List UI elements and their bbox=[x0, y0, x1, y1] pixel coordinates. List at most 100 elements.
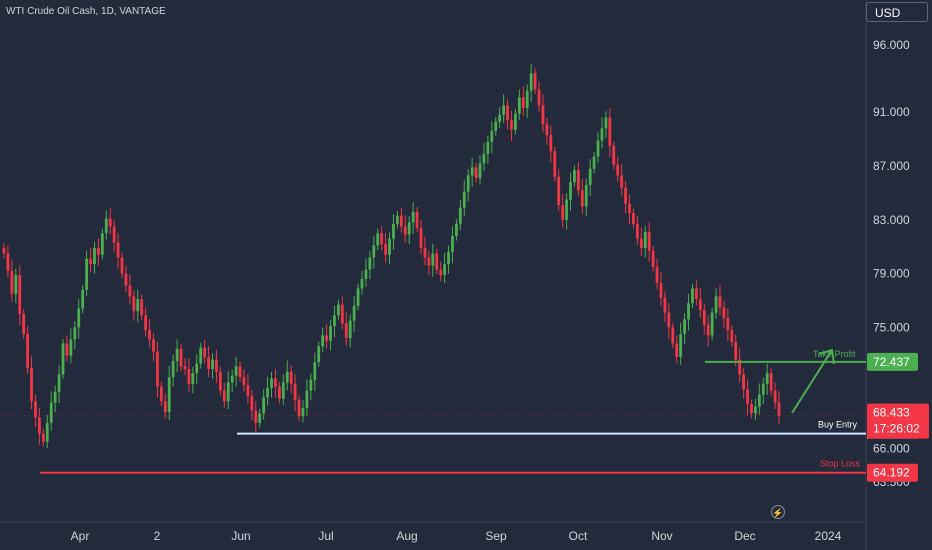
candle-body bbox=[557, 176, 561, 206]
candle-body bbox=[65, 343, 69, 356]
candle-body bbox=[643, 231, 647, 249]
candle-body bbox=[336, 304, 340, 316]
candle-body bbox=[18, 274, 22, 314]
price-tick-label: 66.000 bbox=[873, 441, 910, 455]
candle-body bbox=[592, 156, 596, 169]
candle-body bbox=[561, 205, 565, 220]
candle-body bbox=[254, 410, 258, 423]
candle-body bbox=[250, 395, 254, 411]
candle-body bbox=[266, 387, 269, 398]
candle-body bbox=[486, 141, 490, 154]
candle-body bbox=[482, 153, 486, 164]
candle-body bbox=[514, 113, 517, 130]
candle-body bbox=[356, 288, 360, 306]
candle-body bbox=[171, 360, 175, 378]
candle-body bbox=[69, 339, 73, 356]
candle-body bbox=[104, 218, 108, 234]
candle-body bbox=[624, 187, 627, 204]
candle-body bbox=[293, 383, 297, 400]
candle-body bbox=[41, 433, 45, 442]
candle-body bbox=[333, 315, 336, 327]
candle-body bbox=[722, 307, 726, 318]
candle-body bbox=[604, 117, 608, 129]
candle-body bbox=[211, 359, 214, 370]
candle-body bbox=[144, 315, 148, 331]
candle-body bbox=[757, 394, 761, 407]
time-tick-label: Jul bbox=[318, 529, 333, 543]
candle-body bbox=[635, 223, 639, 239]
candle-body bbox=[498, 114, 502, 122]
candle-body bbox=[152, 339, 155, 352]
candle-body bbox=[458, 207, 462, 224]
candle-body bbox=[596, 140, 600, 157]
currency-button[interactable]: USD bbox=[866, 2, 928, 22]
candle-body bbox=[163, 401, 167, 413]
candle-body bbox=[777, 402, 781, 416]
candle-body bbox=[238, 366, 242, 378]
candle-body bbox=[132, 296, 136, 312]
candle-body bbox=[569, 182, 572, 200]
candle-body bbox=[647, 231, 651, 251]
price-tick-label: 96.000 bbox=[873, 38, 910, 52]
take-profit-tag bbox=[867, 352, 918, 371]
candle-body bbox=[313, 362, 317, 380]
candle-body bbox=[761, 383, 765, 395]
candle-body bbox=[687, 303, 690, 320]
time-tick-label: Nov bbox=[651, 529, 672, 543]
candle-body bbox=[199, 347, 203, 364]
time-tick-label: Aug bbox=[396, 529, 417, 543]
price-tick-label: 75.000 bbox=[873, 320, 910, 334]
time-tick-label: 2 bbox=[154, 529, 161, 543]
candle-body bbox=[175, 348, 179, 361]
candle-body bbox=[112, 226, 116, 243]
candles-group bbox=[2, 63, 781, 448]
candle-body bbox=[6, 253, 10, 271]
candle-body bbox=[403, 226, 407, 235]
candle-body bbox=[517, 97, 521, 114]
candle-body bbox=[411, 211, 415, 223]
lightning-bolt-icon[interactable]: ⚡ bbox=[771, 505, 785, 519]
current-price-tag-label: 68.433 bbox=[873, 406, 910, 420]
candle-body bbox=[321, 335, 325, 347]
candle-body bbox=[675, 343, 679, 357]
candle-body bbox=[742, 374, 745, 390]
candle-body bbox=[57, 374, 61, 392]
candle-body bbox=[277, 386, 281, 399]
candle-body bbox=[329, 326, 332, 341]
candle-body bbox=[53, 391, 57, 403]
candle-body bbox=[368, 257, 372, 270]
candle-body bbox=[234, 366, 238, 376]
price-tags-group: 72.437 64.192 68.433 17:26:02 bbox=[867, 352, 929, 482]
candle-body bbox=[380, 233, 384, 245]
candle-body bbox=[427, 257, 431, 266]
candle-body bbox=[348, 320, 352, 339]
candle-body bbox=[714, 296, 718, 313]
candle-body bbox=[116, 242, 120, 258]
candle-body bbox=[179, 348, 183, 367]
chart-title: WTI Crude Oil Cash, 1D, VANTAGE bbox=[6, 6, 166, 17]
time-tick-label: 2024 bbox=[815, 529, 842, 543]
countdown-tag-label: 17:26:02 bbox=[873, 422, 920, 436]
candle-body bbox=[305, 390, 309, 409]
candle-body bbox=[730, 330, 734, 343]
candle-body bbox=[352, 305, 356, 321]
candle-body bbox=[407, 222, 411, 235]
candle-body bbox=[451, 235, 454, 253]
candle-body bbox=[226, 382, 230, 402]
time-axis[interactable]: Apr 2 Jun Jul Aug Sep Oct Nov Dec 2024 bbox=[71, 529, 842, 543]
candle-body bbox=[683, 319, 686, 335]
candle-body bbox=[136, 299, 140, 312]
candle-body bbox=[45, 422, 49, 442]
candle-body bbox=[576, 170, 580, 191]
candle-body bbox=[474, 167, 478, 179]
candle-body bbox=[494, 121, 498, 132]
candle-body bbox=[470, 167, 474, 176]
candle-body bbox=[659, 282, 663, 298]
candle-body bbox=[85, 258, 89, 290]
time-tick-label: Oct bbox=[569, 529, 588, 543]
candle-body bbox=[97, 248, 100, 255]
candle-body bbox=[679, 334, 683, 357]
candle-body bbox=[608, 117, 612, 146]
trade-arrow bbox=[791, 348, 835, 414]
